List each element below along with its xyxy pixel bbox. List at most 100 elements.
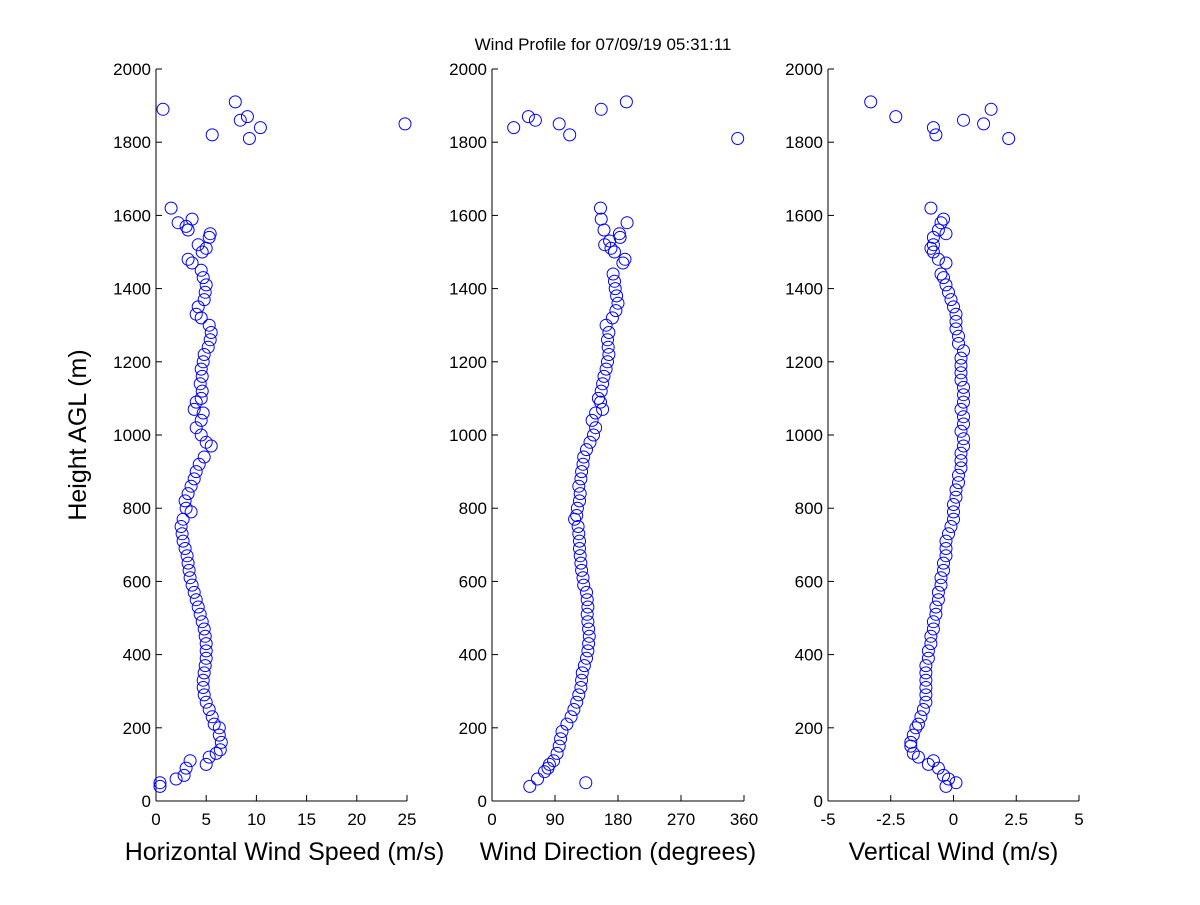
data-point bbox=[199, 637, 213, 651]
y-axis-label: Height AGL (m) bbox=[64, 349, 92, 520]
data-point bbox=[577, 578, 591, 592]
data-point bbox=[180, 549, 194, 563]
data-point bbox=[605, 311, 619, 325]
data-point bbox=[564, 710, 578, 724]
data-point bbox=[196, 406, 210, 420]
data-point bbox=[202, 750, 216, 764]
data-point bbox=[596, 377, 610, 391]
data-point bbox=[195, 615, 209, 629]
data-point bbox=[582, 629, 596, 643]
data-point bbox=[552, 739, 566, 753]
data-point bbox=[507, 121, 521, 135]
data-point bbox=[954, 402, 968, 416]
y-tick-label: 1400 bbox=[785, 280, 823, 299]
data-point bbox=[199, 651, 213, 665]
data-point bbox=[191, 600, 205, 614]
y-tick-label: 400 bbox=[795, 646, 823, 665]
data-point bbox=[947, 505, 960, 519]
data-point bbox=[192, 457, 206, 471]
y-tick-label: 800 bbox=[459, 499, 487, 518]
data-point bbox=[579, 776, 593, 790]
x-axis-label: Wind Direction (degrees) bbox=[480, 838, 757, 866]
data-point bbox=[195, 369, 209, 383]
data-point bbox=[572, 527, 586, 541]
data-point bbox=[164, 201, 178, 215]
data-point bbox=[199, 241, 213, 255]
x-tick-label: -2.5 bbox=[876, 810, 905, 829]
x-axis-label: Vertical Wind (m/s) bbox=[849, 838, 1059, 866]
data-point bbox=[620, 216, 634, 230]
data-point bbox=[957, 113, 970, 127]
data-point bbox=[182, 563, 196, 577]
data-point bbox=[931, 252, 945, 266]
y-tick-label: 1000 bbox=[449, 426, 487, 445]
data-point bbox=[977, 117, 991, 131]
x-tick-label: 0 bbox=[487, 810, 496, 829]
x-tick-label: 5 bbox=[201, 810, 210, 829]
data-point bbox=[582, 637, 596, 651]
data-point bbox=[602, 348, 616, 361]
data-point bbox=[606, 267, 620, 281]
data-point bbox=[575, 666, 589, 680]
data-point bbox=[233, 113, 247, 127]
data-point bbox=[580, 607, 594, 621]
data-point bbox=[570, 509, 584, 522]
data-point bbox=[573, 534, 586, 548]
data-point bbox=[944, 293, 958, 307]
data-point bbox=[577, 450, 591, 464]
panel-1: 0 200 400 600 800 1000 1200 1400 1600 1800 2000 0 5 1… bbox=[113, 60, 444, 866]
data-point bbox=[949, 776, 963, 790]
data-point bbox=[949, 490, 963, 504]
data-point bbox=[1002, 132, 1016, 145]
data-point bbox=[611, 296, 625, 310]
data-point bbox=[178, 494, 192, 508]
data-point bbox=[589, 406, 603, 420]
data-point bbox=[957, 395, 970, 409]
data-point bbox=[178, 542, 192, 555]
data-point bbox=[939, 534, 953, 548]
data-point bbox=[926, 754, 940, 768]
data-point bbox=[864, 95, 878, 109]
data-point bbox=[587, 428, 600, 442]
data-point bbox=[597, 223, 611, 237]
data-point bbox=[538, 765, 551, 779]
data-point bbox=[197, 450, 211, 464]
data-point bbox=[957, 439, 970, 453]
data-point bbox=[931, 223, 945, 237]
data-point bbox=[573, 494, 586, 508]
data-point bbox=[194, 428, 208, 442]
data-point bbox=[934, 578, 948, 592]
x-tick-label: 10 bbox=[247, 810, 266, 829]
data-point bbox=[942, 527, 955, 541]
data-point bbox=[184, 479, 198, 493]
data-point bbox=[919, 695, 933, 709]
data-point bbox=[156, 102, 170, 116]
data-point bbox=[560, 717, 574, 731]
data-point bbox=[924, 637, 938, 651]
data-point bbox=[187, 585, 201, 599]
data-point bbox=[573, 542, 586, 555]
y-tick-label: 200 bbox=[459, 719, 487, 738]
y-tick-label: 0 bbox=[814, 792, 823, 811]
data-point bbox=[954, 359, 968, 372]
y-tick-label: 1800 bbox=[785, 133, 823, 152]
data-point bbox=[601, 333, 614, 347]
data-point bbox=[931, 585, 945, 599]
data-point bbox=[195, 384, 209, 398]
data-point bbox=[197, 666, 211, 680]
data-point bbox=[601, 355, 614, 369]
data-point bbox=[199, 435, 213, 449]
data-point bbox=[957, 380, 970, 394]
data-point bbox=[198, 629, 212, 643]
data-point bbox=[175, 527, 189, 541]
data-point bbox=[185, 256, 199, 270]
data-point bbox=[919, 659, 933, 673]
data-point bbox=[185, 212, 199, 226]
data-point bbox=[921, 644, 935, 658]
y-tick-label: 1200 bbox=[113, 353, 151, 372]
data-point bbox=[203, 227, 217, 241]
data-point bbox=[926, 622, 940, 636]
data-point bbox=[610, 289, 624, 303]
data-point bbox=[191, 238, 205, 252]
data-point bbox=[889, 110, 903, 124]
